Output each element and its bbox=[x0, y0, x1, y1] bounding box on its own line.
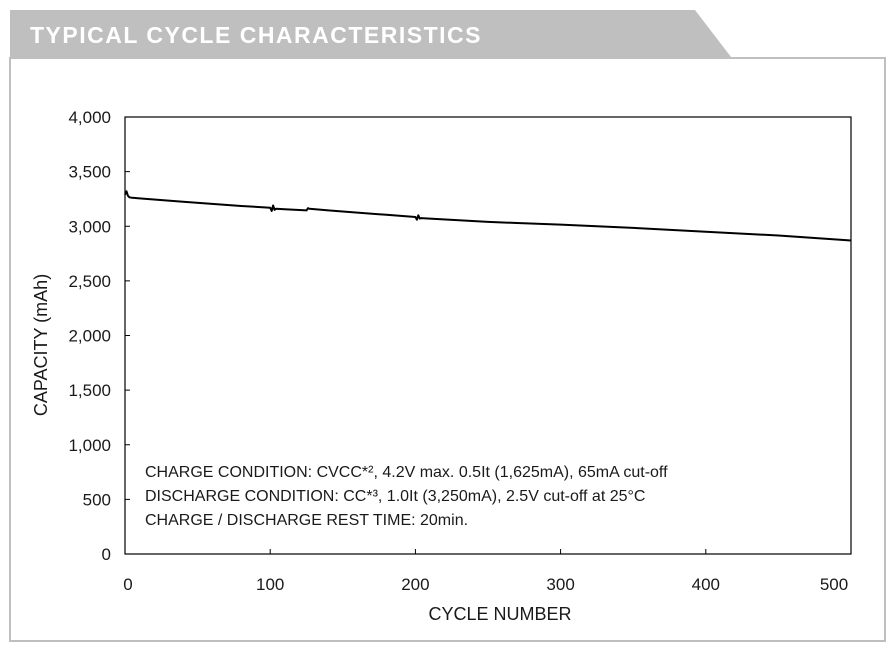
outer-border bbox=[9, 57, 886, 642]
x-tick-label: 0 bbox=[123, 575, 132, 594]
y-axis: 0 500 1,000 1,500 2,000 2,500 3,000 3,500 4,000 bbox=[68, 108, 130, 564]
y-tick-label: 2,500 bbox=[68, 272, 111, 291]
charge-condition-note: CHARGE CONDITION: CVCC*², 4.2V max. 0.5I… bbox=[145, 464, 668, 481]
x-tick-label: 300 bbox=[546, 575, 574, 594]
y-axis-title: CAPACITY (mAh) bbox=[31, 274, 51, 416]
x-axis: 0 100 200 300 400 500 bbox=[123, 549, 852, 594]
x-axis-title: CYCLE NUMBER bbox=[428, 604, 571, 624]
x-tick-label: 200 bbox=[401, 575, 429, 594]
chart-title: TYPICAL CYCLE CHARACTERISTICS bbox=[30, 22, 482, 48]
y-tick-label: 3,000 bbox=[68, 217, 111, 236]
y-tick-label: 1,500 bbox=[68, 381, 111, 400]
y-tick-label: 2,000 bbox=[68, 327, 111, 346]
capacity-series-line bbox=[124, 190, 852, 242]
rest-time-note: CHARGE / DISCHARGE REST TIME: 20min. bbox=[145, 512, 468, 529]
x-tick-label: 400 bbox=[692, 575, 720, 594]
title-banner bbox=[10, 10, 731, 57]
y-tick-label: 3,500 bbox=[68, 163, 111, 182]
y-tick-label: 0 bbox=[102, 545, 111, 564]
discharge-condition-note: DISCHARGE CONDITION: CC*³, 1.0It (3,250m… bbox=[145, 488, 645, 505]
x-tick-label: 500 bbox=[820, 575, 848, 594]
y-tick-label: 1,000 bbox=[68, 436, 111, 455]
y-tick-label: 4,000 bbox=[68, 108, 111, 127]
x-tick-label: 100 bbox=[256, 575, 284, 594]
y-tick-label: 500 bbox=[83, 490, 111, 509]
